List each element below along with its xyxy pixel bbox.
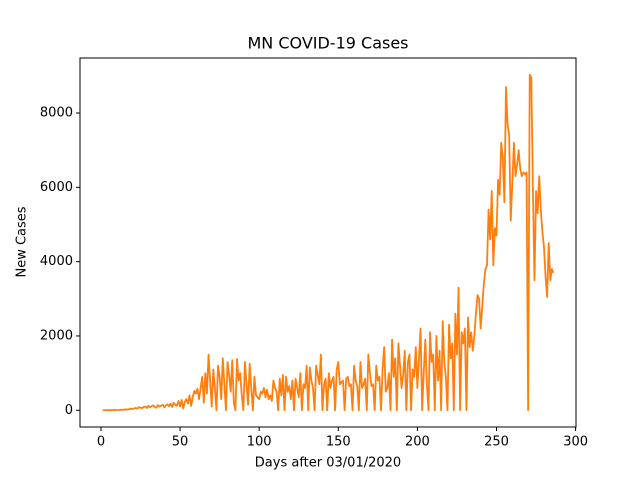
x-tick-label: 200 — [405, 435, 430, 450]
x-tick-label: 300 — [563, 435, 588, 450]
plot-frame — [79, 57, 577, 428]
x-tick-label: 50 — [172, 435, 189, 450]
chart-title: MN COVID-19 Cases — [247, 34, 408, 53]
y-tick-label: 8000 — [40, 105, 73, 120]
x-tick-label: 250 — [484, 435, 509, 450]
y-tick-label: 4000 — [40, 254, 73, 269]
y-tick-label: 6000 — [40, 180, 73, 195]
x-axis-label: Days after 03/01/2020 — [255, 456, 401, 471]
x-tick-label: 150 — [326, 435, 351, 450]
y-axis-label: New Cases — [15, 206, 30, 277]
y-tick-label: 0 — [65, 403, 73, 418]
y-tick-label: 2000 — [40, 328, 73, 343]
x-tick-label: 0 — [97, 435, 105, 450]
x-tick-label: 100 — [247, 435, 272, 450]
data-line — [102, 73, 555, 412]
